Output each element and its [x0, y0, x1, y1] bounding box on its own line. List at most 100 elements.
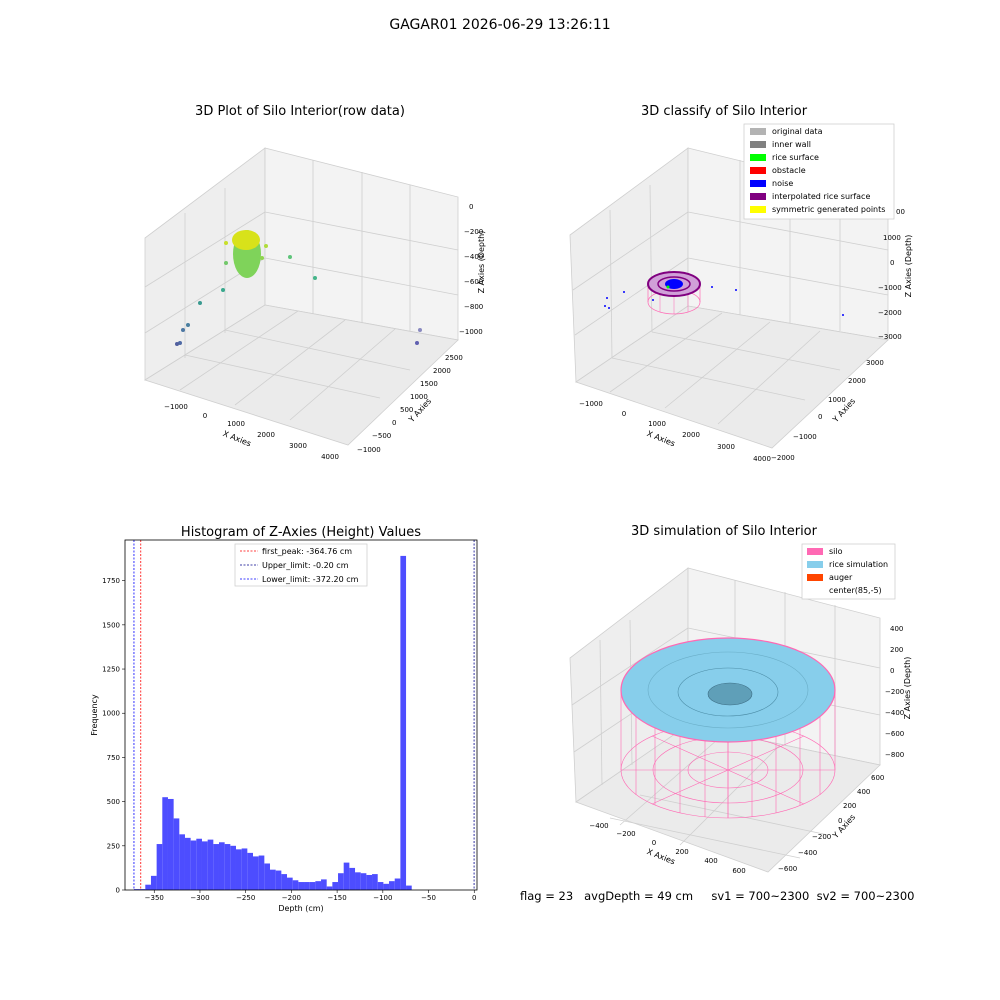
raw-z-tick: 0 [469, 203, 473, 211]
simulation-legend-swatch [807, 548, 823, 555]
histogram-bar [258, 855, 265, 890]
simulation-legend-swatch [807, 574, 823, 581]
classify-grid-line [609, 209, 613, 359]
histogram-x-tick-label: −200 [282, 894, 301, 902]
histogram-bar [343, 862, 350, 890]
classify-legend-label: rice surface [772, 153, 819, 162]
classify-legend-swatch [750, 154, 766, 161]
raw-3d-plot: −1000 0 1000 2000 3000 4000 X Axies −100… [144, 147, 486, 461]
histogram-bar [230, 845, 236, 890]
raw-grid-line [264, 211, 459, 251]
raw-z-tick: −400 [464, 253, 483, 261]
classify-legend-swatch [750, 167, 766, 174]
raw-point [181, 328, 185, 332]
raw-y-tick: 1500 [420, 380, 438, 388]
histogram-bar [139, 889, 146, 890]
raw-y-tick: 1000 [410, 393, 428, 401]
raw-y-tick: 500 [400, 406, 413, 414]
simulation-legend-label: center(85,-5) [829, 586, 882, 595]
classify-y-tick: 0 [818, 413, 822, 421]
histogram-bar [406, 885, 412, 890]
histogram-legend-entry: first_peak: -364.76 cm [240, 547, 352, 556]
histogram-bar [321, 879, 327, 890]
histogram-bar [366, 874, 373, 890]
simulation-grid-line [599, 639, 603, 786]
classify-grid-line [687, 211, 889, 251]
classify-legend-label: noise [772, 179, 793, 188]
raw-grid-line [184, 354, 381, 399]
classify-legend-entry: inner wall [750, 140, 811, 149]
histogram-bar [309, 882, 316, 890]
histogram-bar [224, 844, 231, 890]
raw-point [221, 288, 225, 292]
histogram-bar [133, 889, 140, 890]
histogram-y-tick-label: 0 [116, 887, 120, 895]
histogram-bar [304, 882, 310, 890]
histogram-legend-entry: Upper_limit: -0.20 cm [240, 561, 349, 570]
simulation-legend-entry: center(85,-5) [829, 586, 882, 595]
classify-x-tick: 2000 [682, 431, 700, 439]
simulation-legend-entry: auger [807, 573, 853, 582]
histogram-chart: Histogram of Z-Axies (Height) Values −35… [90, 525, 478, 913]
histogram-bar [247, 852, 253, 890]
classify-z-tick: −1000 [878, 284, 902, 292]
simulation-silo-floor-spoke [651, 735, 805, 805]
simulation-z-tick: 400 [890, 625, 903, 633]
classify-y-tick: −2000 [771, 454, 795, 462]
raw-x-tick: −1000 [164, 403, 188, 411]
simulation-y-tick: 200 [843, 802, 856, 810]
classify-legend-entry: interpolated rice surface [750, 192, 870, 201]
classify-legend-entry: obstacle [750, 166, 806, 175]
raw-point [198, 301, 202, 305]
classify-noise-point [606, 297, 608, 299]
histogram-bar [400, 555, 407, 890]
histogram-x-tick-label: −50 [421, 894, 436, 902]
histogram-y-tick-label: 1000 [102, 710, 120, 718]
classify-legend-box [743, 123, 895, 220]
classify-noise-point [608, 307, 610, 309]
classify-legend-label: symmetric generated points [772, 205, 885, 214]
simulation-x-tick: −200 [616, 830, 635, 838]
classify-3d-plot: −1000 0 1000 2000 3000 4000 X Axies −200… [569, 123, 913, 463]
histogram-axes-frame [124, 539, 478, 891]
classify-z-tick: −2000 [878, 309, 902, 317]
classify-y-tick: −1000 [793, 433, 817, 441]
raw-point-cluster-top [232, 230, 260, 250]
classify-z-label: Z Axies (Depth) [904, 235, 913, 298]
classify-x-label: X Axies [646, 429, 677, 448]
histogram-bar [201, 841, 208, 890]
simulation-z-tick: 0 [890, 667, 894, 675]
simulation-z-tick: 200 [890, 646, 903, 654]
simulation-y-label: Y Axies [830, 813, 857, 841]
histogram-bar [349, 867, 356, 890]
classify-x-ticks: −1000 0 1000 2000 3000 4000 [579, 400, 771, 463]
histogram-bar [372, 874, 378, 890]
classify-legend-swatch [750, 193, 766, 200]
simulation-z-label: Z Axies (Depth) [903, 657, 912, 720]
simulation-x-tick: 400 [704, 857, 717, 865]
histogram-bar [156, 844, 163, 890]
histogram-bar [275, 870, 282, 890]
histogram-bar [150, 875, 157, 890]
histogram-x-tick-label: −300 [190, 894, 209, 902]
classify-legend-swatch [750, 128, 766, 135]
histogram-y-tick-label: 1750 [102, 577, 120, 585]
classify-grid-line [574, 257, 689, 336]
classify-legend-label: inner wall [772, 140, 811, 149]
classify-legend-entry: original data [750, 127, 823, 136]
histogram-bar [270, 869, 276, 890]
classify-y-tick: 1000 [828, 396, 846, 404]
simulation-y-tick: −200 [812, 833, 831, 841]
classify-x-tick: −1000 [579, 400, 603, 408]
histogram-bar [338, 873, 344, 890]
histogram-reference-lines [133, 540, 475, 890]
classify-grid-line [649, 184, 653, 333]
classify-legend-label: original data [772, 127, 823, 136]
raw-x-ticks: −1000 0 1000 2000 3000 4000 [164, 403, 339, 461]
classify-z-tick: 1000 [883, 234, 901, 242]
simulation-z-ticks: 400 200 0 −200 −400 −600 −800 [885, 625, 904, 759]
simulation-rice-contour [647, 651, 809, 729]
classify-rice-point [666, 285, 670, 289]
classify-noise-point [652, 299, 654, 301]
histogram-bar [213, 844, 219, 890]
